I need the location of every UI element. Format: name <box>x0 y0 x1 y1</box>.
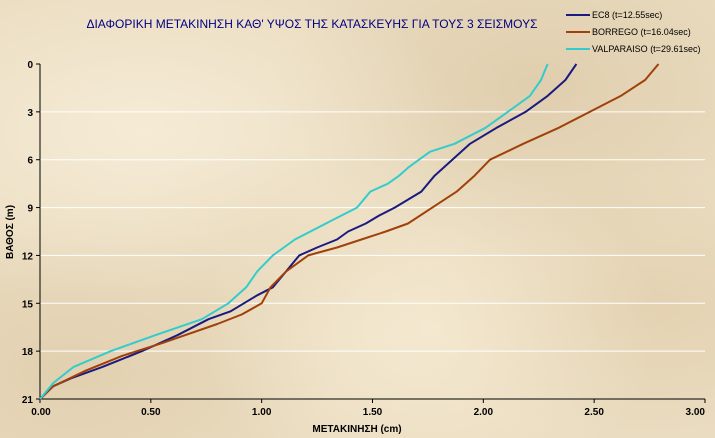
x-tick-label: 3.00 <box>686 407 706 418</box>
x-tick-label: 2.00 <box>474 407 494 418</box>
x-tick-label: 2.50 <box>584 407 604 418</box>
series-line-3 <box>39 63 549 400</box>
x-axis-title: ΜΕΤΑΚΙΝΗΣΗ (cm) <box>312 424 401 435</box>
y-axis-title: ΒΑΘΟΣ (m) <box>5 205 16 259</box>
legend-label-2: BORREGO (t=16.04sec) <box>592 27 691 37</box>
series-line-1 <box>39 63 578 400</box>
axes <box>36 63 706 403</box>
legend-label-1: EC8 (t=12.55sec) <box>592 10 662 20</box>
y-tick-label: 9 <box>27 204 33 215</box>
series-line-2 <box>39 63 660 400</box>
chart-title: ΔΙΑΦΟΡΙΚΗ ΜΕΤΑΚΙΝΗΣΗ ΚΑΘ' ΥΨΟΣ ΤΗΣ ΚΑΤΑΣ… <box>86 17 537 31</box>
gridlines <box>40 111 705 352</box>
y-tick-labels: 0 3 6 9 12 15 18 21 <box>22 60 34 406</box>
series-lines <box>39 63 660 400</box>
legend-label-3: VALPARAISO (t=29.61sec) <box>592 44 700 54</box>
x-tick-label: 0.00 <box>31 407 51 418</box>
y-tick-label: 6 <box>27 156 33 167</box>
y-tick-label: 15 <box>22 299 34 310</box>
y-tick-label: 12 <box>22 251 34 262</box>
x-tick-label: 1.50 <box>363 407 383 418</box>
y-tick-label: 18 <box>22 347 34 358</box>
y-tick-label: 21 <box>22 395 34 406</box>
legend: EC8 (t=12.55sec) BORREGO (t=16.04sec) VALP… <box>566 10 700 54</box>
y-tick-label: 0 <box>27 60 33 71</box>
x-tick-labels: 0.00 0.50 1.00 1.50 2.00 2.50 3.00 <box>31 407 705 418</box>
y-tick-label: 3 <box>27 108 33 119</box>
x-tick-label: 0.50 <box>141 407 161 418</box>
x-tick-label: 1.00 <box>252 407 272 418</box>
